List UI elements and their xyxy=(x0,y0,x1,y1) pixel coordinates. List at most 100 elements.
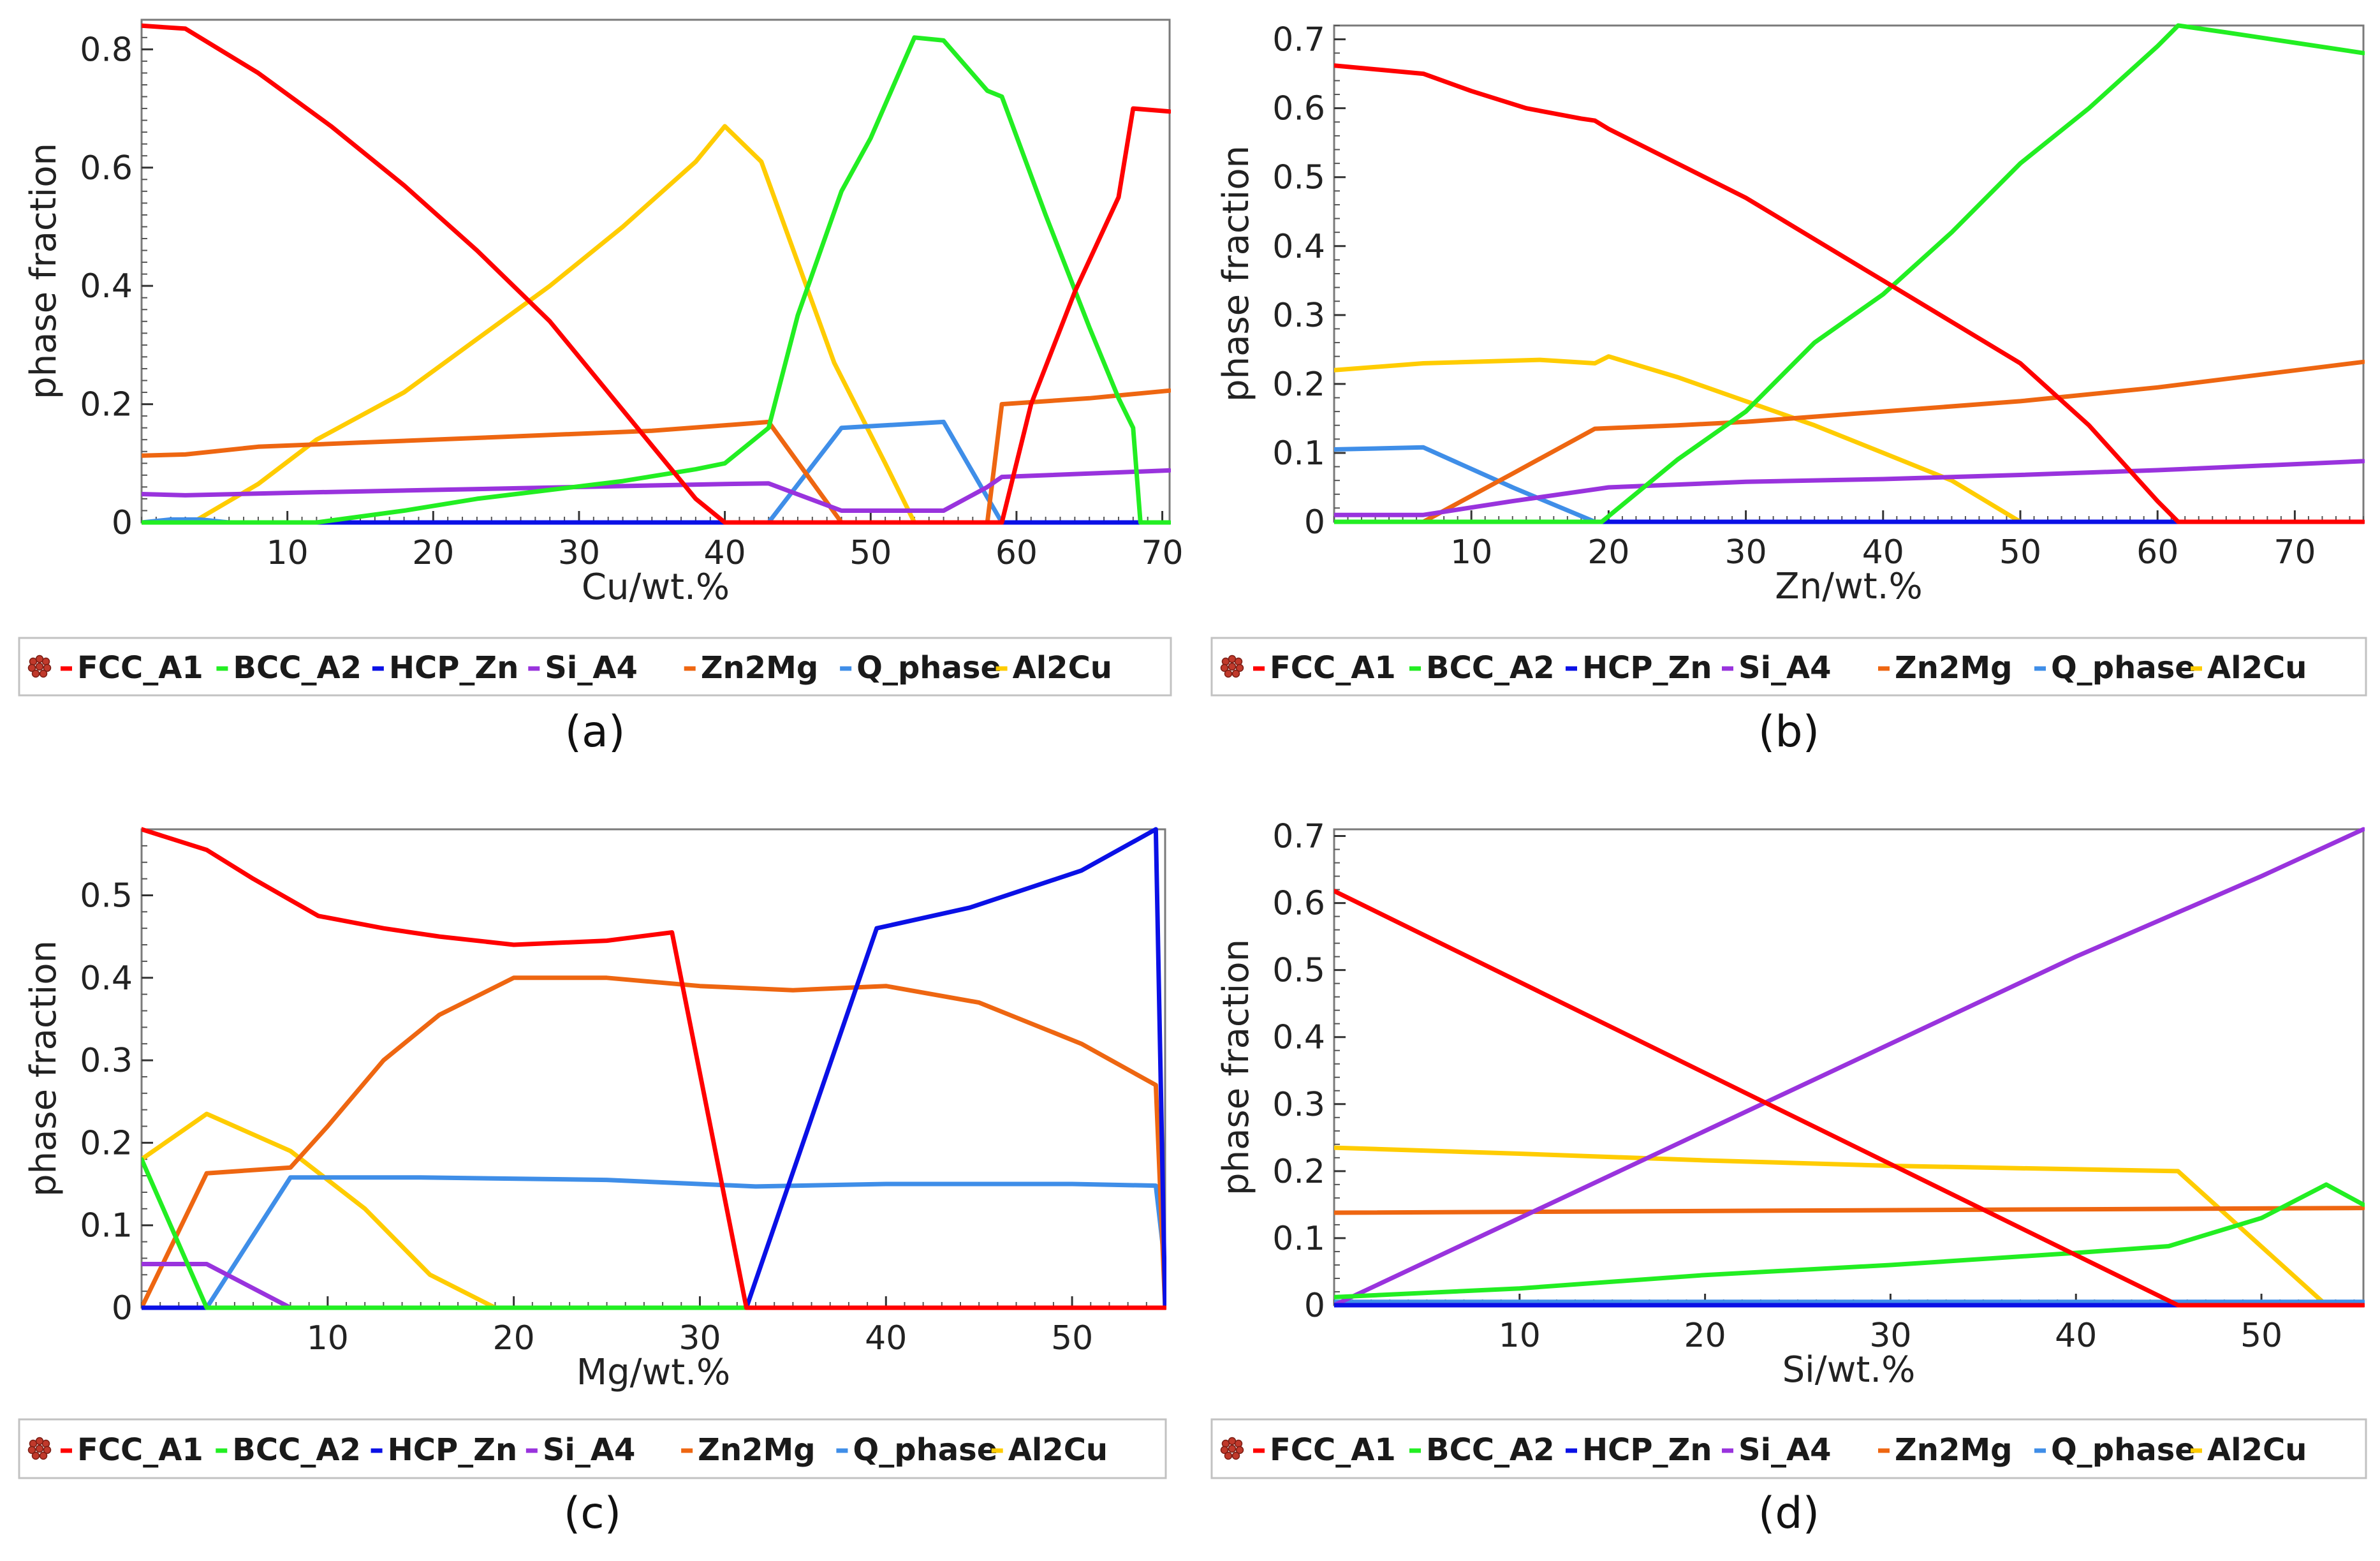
x-axis-label: Cu/wt.% xyxy=(582,566,730,608)
series-line-fcc-a1 xyxy=(1334,63,2365,524)
y-tick-label: 0.1 xyxy=(1272,434,1325,473)
series-line-q-phase xyxy=(142,1175,1166,1310)
x-tick-label: 50 xyxy=(1051,1319,1093,1358)
chart-panel-1: 10 20 30 40 50 60 70 0 0.2 0.4 0.6 0.8 Cu/wt.% phase … xyxy=(18,18,1184,757)
y-tick-label: 0.6 xyxy=(80,149,133,188)
x-tick-label: 20 xyxy=(1684,1317,1726,1355)
legend-box xyxy=(18,1418,1167,1479)
series-group xyxy=(1334,23,2365,524)
series-line-fcc-a1 xyxy=(142,23,1171,525)
series-line-si-a4 xyxy=(142,468,1171,513)
legend-label: HCP_Zn xyxy=(388,1432,518,1468)
series-line-si-a4 xyxy=(1334,827,2365,1308)
legend-label: Q_phase xyxy=(2051,1432,2196,1468)
y-tick-label: 0 xyxy=(112,1289,133,1328)
x-tick-label: 30 xyxy=(558,534,600,572)
y-tick-label: 0.7 xyxy=(1272,21,1325,59)
x-tick-label: 30 xyxy=(1869,1317,1911,1355)
legend-label: BCC_A2 xyxy=(232,1432,361,1468)
x-axis-label: Mg/wt.% xyxy=(577,1352,731,1393)
legend-label: Q_phase xyxy=(853,1432,997,1468)
legend-label: BCC_A2 xyxy=(1426,650,1555,686)
x-tick-label: 20 xyxy=(1587,533,1629,572)
legend-cluster-icon xyxy=(1220,655,1244,678)
y-tick-label: 0.1 xyxy=(80,1207,133,1245)
legend: FCC_A1 BCC_A2 HCP_Zn Si_A4 Zn2Mg Q_phase Al2Cu xyxy=(1210,637,2367,697)
x-tick-label: 10 xyxy=(307,1319,349,1358)
legend-label: Al2Cu xyxy=(1013,650,1112,686)
panel-caption: (c) xyxy=(564,1488,621,1539)
x-tick-label: 70 xyxy=(1141,534,1183,572)
series-line-bcc-a2 xyxy=(1334,23,2365,524)
series-group xyxy=(142,23,1171,525)
y-tick-label: 0.5 xyxy=(1272,952,1325,990)
legend-label: Q_phase xyxy=(856,650,1001,686)
y-tick-label: 0.4 xyxy=(80,267,133,306)
chart-panel-2: 10 20 30 40 50 60 70 0 0.1 0.2 0.3 0.4 0.5 0.6 0.7 Zn/w… xyxy=(1210,21,2367,757)
x-axis-label: Zn/wt.% xyxy=(1775,566,1923,607)
y-axis-label: phase fraction xyxy=(23,143,64,399)
legend-label: Al2Cu xyxy=(2207,650,2307,686)
legend-label: Si_A4 xyxy=(543,1432,636,1468)
legend-label: Al2Cu xyxy=(1008,1432,1108,1468)
x-tick-label: 60 xyxy=(995,534,1038,572)
legend-label: FCC_A1 xyxy=(77,1432,203,1468)
x-tick-label: 30 xyxy=(1725,533,1767,572)
legend-cluster-icon xyxy=(27,655,52,678)
x-tick-label: 10 xyxy=(1450,533,1492,572)
y-tick-label: 0.4 xyxy=(80,959,133,998)
legend-label: Zn2Mg xyxy=(701,650,819,686)
legend-label: Si_A4 xyxy=(1738,1432,1832,1468)
x-tick-label: 10 xyxy=(267,534,309,572)
legend-box xyxy=(1210,637,2367,697)
series-line-zn2mg xyxy=(142,388,1171,525)
y-tick-label: 0.8 xyxy=(80,31,133,69)
x-axis-label: Si/wt.% xyxy=(1782,1349,1916,1391)
x-tick-label: 30 xyxy=(679,1319,721,1358)
y-tick-label: 0.2 xyxy=(1272,1153,1325,1191)
series-line-zn2mg xyxy=(1334,359,2365,524)
x-tick-label: 50 xyxy=(1999,533,2041,572)
series-line-fcc-a1 xyxy=(142,827,1166,1310)
legend-label: FCC_A1 xyxy=(1270,650,1396,686)
y-tick-label: 0.4 xyxy=(1272,228,1325,266)
y-tick-label: 0.3 xyxy=(1272,1086,1325,1124)
y-tick-label: 0 xyxy=(1304,1287,1325,1325)
y-tick-label: 0.7 xyxy=(1272,818,1325,856)
legend-label: Al2Cu xyxy=(2207,1432,2307,1468)
panel-caption: (d) xyxy=(1758,1488,1819,1539)
x-tick-label: 70 xyxy=(2273,533,2316,572)
y-axis-label: phase fraction xyxy=(1216,145,1257,402)
legend-cluster-icon xyxy=(27,1437,52,1460)
legend-label: BCC_A2 xyxy=(1426,1432,1555,1468)
legend-box xyxy=(1210,1418,2367,1479)
legend-label: Si_A4 xyxy=(545,650,638,686)
y-tick-label: 0.6 xyxy=(1272,90,1325,128)
x-tick-label: 40 xyxy=(865,1319,907,1358)
legend-label: Zn2Mg xyxy=(1895,1432,2013,1468)
x-tick-label: 40 xyxy=(1862,533,1904,572)
series-line-si-a4 xyxy=(1334,459,2365,517)
legend-label: FCC_A1 xyxy=(1270,1432,1396,1468)
legend-label: Si_A4 xyxy=(1738,650,1832,686)
y-tick-label: 0 xyxy=(112,504,133,542)
legend-label: BCC_A2 xyxy=(233,650,362,686)
panel-caption: (a) xyxy=(565,707,626,757)
series-line-zn2mg xyxy=(142,975,1166,1310)
legend: FCC_A1 BCC_A2 HCP_Zn Si_A4 Zn2Mg Q_phase Al2Cu xyxy=(1210,1418,2367,1479)
y-tick-label: 0.2 xyxy=(80,386,133,424)
y-axis-label: phase fraction xyxy=(23,940,64,1197)
y-tick-label: 0.5 xyxy=(1272,159,1325,197)
legend: FCC_A1 BCC_A2 HCP_Zn Si_A4 Zn2Mg Q_phase Al2Cu xyxy=(18,637,1172,697)
y-tick-label: 0.2 xyxy=(80,1124,133,1162)
legend-cluster-icon xyxy=(1220,1437,1244,1460)
legend-label: HCP_Zn xyxy=(389,650,519,686)
x-tick-label: 50 xyxy=(849,534,892,572)
y-tick-label: 0.5 xyxy=(80,877,133,915)
legend-label: HCP_Zn xyxy=(1582,1432,1712,1468)
chart-panel-3: 10 20 30 40 50 0 0.1 0.2 0.3 0.4 0.5 Mg/wt.% phase f… xyxy=(18,827,1167,1539)
x-tick-label: 20 xyxy=(412,534,454,572)
y-axis-label: phase fraction xyxy=(1216,939,1257,1195)
plot-area xyxy=(1333,24,2365,523)
